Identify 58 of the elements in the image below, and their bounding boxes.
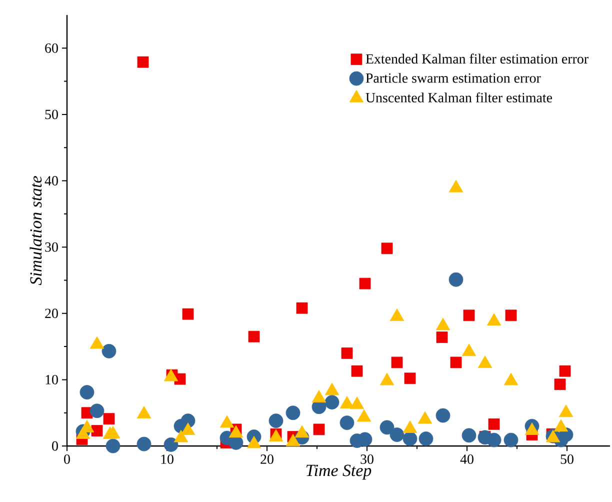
y-tick-label: 50 bbox=[45, 110, 58, 120]
point bbox=[554, 378, 566, 390]
y-tick-label: 60 bbox=[45, 43, 58, 53]
point bbox=[286, 406, 300, 420]
point bbox=[136, 436, 152, 452]
point bbox=[359, 278, 371, 290]
point bbox=[164, 437, 178, 452]
point bbox=[448, 272, 464, 287]
point bbox=[296, 302, 308, 314]
legend-label: Extended Kalman filter estimation error bbox=[366, 54, 588, 64]
point bbox=[436, 332, 448, 343]
point bbox=[390, 428, 404, 442]
point bbox=[341, 347, 353, 359]
point bbox=[486, 432, 502, 448]
point bbox=[137, 56, 149, 68]
point bbox=[402, 432, 418, 446]
point bbox=[91, 425, 103, 436]
y-tick-label: 0 bbox=[52, 441, 58, 451]
point bbox=[90, 404, 104, 418]
x-tick-label: 20 bbox=[260, 454, 274, 464]
x-tick-label: 10 bbox=[161, 454, 174, 464]
x-axis-title: Time Step bbox=[306, 464, 372, 480]
point bbox=[351, 365, 363, 377]
x-tick-label: 40 bbox=[460, 454, 474, 464]
x-tick-label: 50 bbox=[560, 454, 574, 464]
point bbox=[450, 356, 462, 368]
point bbox=[182, 308, 194, 320]
y-tick-label: 20 bbox=[45, 308, 58, 318]
point bbox=[436, 408, 450, 423]
point bbox=[404, 372, 416, 384]
point bbox=[463, 310, 475, 322]
point bbox=[340, 416, 354, 430]
y-axis-title: Simulation state bbox=[30, 176, 42, 286]
point bbox=[106, 438, 120, 454]
point bbox=[559, 365, 571, 377]
point bbox=[228, 435, 244, 450]
x-tick-label: 0 bbox=[64, 454, 70, 464]
point bbox=[313, 424, 325, 436]
y-tick-label: 40 bbox=[44, 176, 58, 186]
x-tick-label: 30 bbox=[360, 454, 374, 464]
point bbox=[462, 428, 476, 443]
y-tick-label: 30 bbox=[45, 242, 58, 252]
point bbox=[505, 310, 517, 322]
point bbox=[80, 385, 94, 400]
point bbox=[381, 242, 393, 254]
point bbox=[380, 420, 394, 435]
legend-label: Particle swarm estimation error bbox=[366, 72, 541, 83]
point bbox=[504, 432, 518, 448]
point bbox=[324, 395, 340, 410]
point bbox=[103, 413, 115, 425]
point bbox=[248, 330, 260, 342]
legend-label: Unscented Kalman filter estimate bbox=[366, 92, 552, 102]
point bbox=[488, 418, 500, 430]
y-tick-label: 10 bbox=[46, 374, 58, 384]
point bbox=[418, 432, 434, 446]
point bbox=[268, 414, 284, 428]
point bbox=[102, 344, 116, 358]
point bbox=[391, 356, 403, 368]
